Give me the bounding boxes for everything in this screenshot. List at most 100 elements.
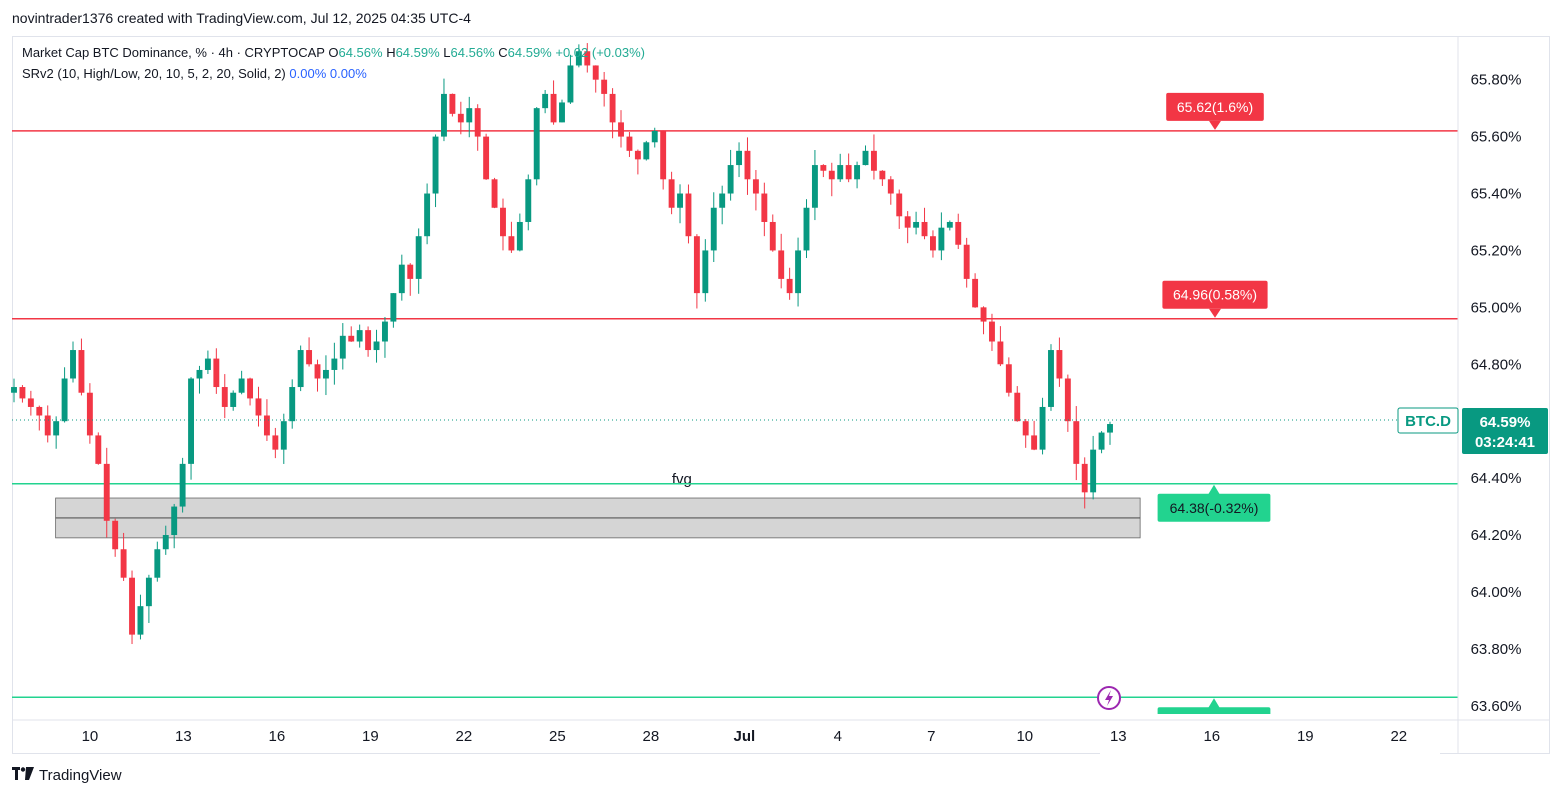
- candle-body: [584, 51, 591, 66]
- candle-body: [559, 102, 565, 123]
- y-tick-label: 65.00%: [1471, 299, 1522, 316]
- indicator-legend[interactable]: SRv2 (10, High/Low, 20, 10, 5, 2, 20, So…: [22, 66, 367, 81]
- candle-body: [668, 179, 675, 208]
- candle-body: [1056, 350, 1063, 379]
- candle-body: [162, 535, 169, 550]
- candle-body: [727, 165, 734, 194]
- chart-frame[interactable]: [12, 36, 1550, 754]
- candle-body: [575, 51, 582, 66]
- candle-body: [1064, 378, 1071, 422]
- candle-body: [339, 335, 346, 359]
- candle-body: [1098, 432, 1105, 450]
- candle-body: [263, 415, 270, 436]
- axes: 65.80% 65.60% 65.40% 65.20% 65.00% 64.80% 64.4…: [12, 37, 1550, 753]
- support-tag-arrow: [1208, 484, 1220, 495]
- x-tick-label: 10: [1016, 728, 1033, 745]
- candle-body: [306, 350, 313, 365]
- sr-levels: 65.62(1.6%)64.96(0.58%)64.38(-0.32%)63.6…: [12, 92, 1458, 754]
- candle-body: [930, 236, 936, 251]
- candle-body: [744, 150, 751, 180]
- candle-body: [1005, 364, 1012, 393]
- candle-body: [441, 93, 447, 137]
- candle-body: [238, 378, 245, 393]
- candle-body: [660, 130, 667, 180]
- candle-body: [365, 330, 372, 351]
- candle-body: [449, 93, 456, 114]
- resistance-tag-arrow: [1209, 308, 1221, 318]
- candle-body: [601, 79, 608, 94]
- candle-body: [702, 250, 709, 294]
- fvg-zone: fvg: [55, 471, 1141, 539]
- indicator-value-2: 0.00%: [329, 66, 367, 81]
- candle-body: [879, 170, 886, 180]
- candle-body: [27, 398, 34, 407]
- candle-body: [634, 150, 641, 160]
- candle-body: [36, 406, 43, 416]
- x-tick-label: 16: [1203, 728, 1220, 745]
- candle-body: [11, 387, 17, 393]
- candle-body: [862, 150, 869, 166]
- candle-body: [736, 150, 742, 166]
- chart-attribution: novintrader1376 created with TradingView…: [12, 10, 471, 26]
- candles: [11, 43, 1113, 645]
- support-tag-arrow: [1208, 698, 1220, 709]
- resistance-tag-label: 64.96(0.58%): [1173, 287, 1257, 303]
- candle-body: [19, 387, 26, 399]
- candle-body: [272, 435, 279, 450]
- candle-body: [78, 350, 85, 393]
- candle-body: [618, 122, 624, 137]
- axis-mask: [1100, 714, 1440, 754]
- candle-body: [103, 463, 110, 521]
- candle-body: [972, 278, 979, 308]
- candle-body: [373, 341, 380, 351]
- indicator-name[interactable]: SRv2 (10, High/Low, 20, 10, 5, 2, 20, So…: [22, 66, 286, 81]
- candle-body: [356, 330, 363, 342]
- close-value: 64.59%: [507, 45, 552, 60]
- candle-body: [1081, 463, 1088, 493]
- countdown-label: 03:24:41: [1475, 434, 1535, 451]
- candle-body: [1090, 449, 1097, 493]
- candle-body: [280, 421, 287, 450]
- candle-body: [1014, 392, 1021, 422]
- x-tick-label: 13: [175, 728, 192, 745]
- candle-body: [382, 321, 388, 342]
- tradingview-logo-icon: [12, 767, 34, 784]
- candle-body: [550, 93, 557, 123]
- candle-body: [474, 108, 481, 137]
- candle-body: [719, 193, 726, 208]
- candle-body: [761, 193, 768, 222]
- tradingview-brand[interactable]: TradingView: [12, 767, 122, 784]
- candle-body: [491, 179, 498, 208]
- candle-body: [145, 577, 152, 607]
- resistance-tag-label: 65.62(1.6%): [1177, 99, 1253, 115]
- x-tick-label: 19: [1297, 728, 1314, 745]
- support-tag-label: 64.38(-0.32%): [1170, 500, 1259, 516]
- y-tick-label: 64.20%: [1471, 527, 1522, 544]
- candle-body: [390, 293, 397, 322]
- x-tick-label: 22: [456, 728, 473, 745]
- fvg-label: fvg: [672, 471, 692, 488]
- candle-body: [946, 221, 953, 228]
- candle-body: [677, 193, 683, 208]
- candle-body: [609, 93, 616, 123]
- symbol-legend[interactable]: Market Cap BTC Dominance, % · 4h · CRYPT…: [22, 45, 645, 60]
- candle-body: [398, 264, 405, 294]
- candle-body: [322, 369, 329, 379]
- last-price-tag[interactable]: BTC.D 64.59% 03:24:41: [1397, 407, 1548, 454]
- candle-body: [247, 378, 254, 399]
- candle-body: [997, 341, 1004, 365]
- symbol-name[interactable]: Market Cap BTC Dominance, % · 4h · CRYPT…: [22, 45, 325, 60]
- x-tick-label: 22: [1390, 728, 1407, 745]
- candle-body: [196, 369, 203, 379]
- candle-body: [887, 179, 894, 194]
- candle-body: [61, 378, 68, 422]
- close-label: C: [498, 45, 508, 60]
- candle-body: [171, 506, 178, 536]
- x-tick-label: 7: [927, 728, 935, 745]
- alert-icon[interactable]: [1097, 686, 1121, 710]
- candle-body: [1073, 421, 1080, 464]
- candle-body: [120, 549, 127, 578]
- candle-body: [86, 392, 93, 436]
- x-tick-label: 10: [82, 728, 99, 745]
